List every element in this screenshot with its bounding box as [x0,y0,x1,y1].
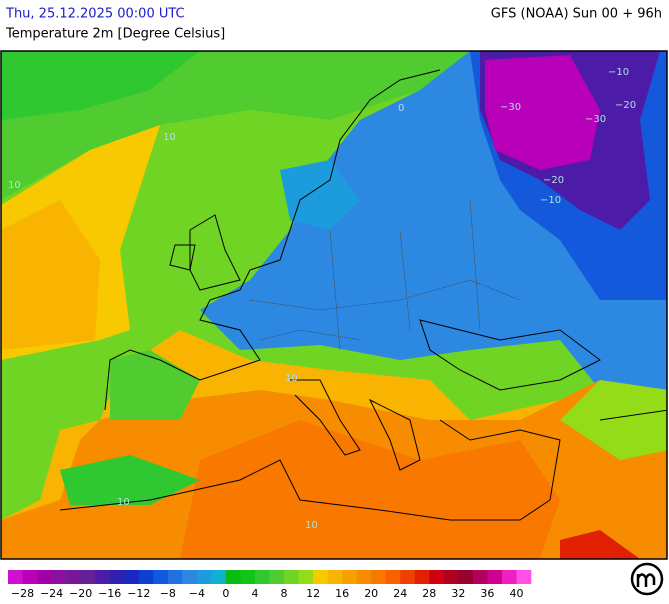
contour-label: 0 [398,103,404,114]
map: −10 −20 −30 −30 −20 −10 10 10 10 10 10 0 [0,50,668,560]
scale-label: −4 [189,587,205,600]
scale-label: 0 [222,587,229,600]
color-swatch [356,570,372,584]
logo-glyph [636,573,656,587]
contour-label: −30 [500,102,521,113]
region [560,530,640,559]
color-swatch [414,570,430,584]
region [180,420,560,559]
color-swatch [298,570,314,584]
scale-label: 8 [281,587,288,600]
map-frame [0,50,668,560]
color-swatch [501,570,517,584]
color-swatch [66,570,81,584]
coastline [59,69,667,521]
contour-label: −30 [585,114,606,125]
region [1,51,200,120]
parameter: Temperature 2m [Degree Celsius] [5,27,225,42]
model-run: GFS (NOAA) Sun 00 + 96h [491,7,662,22]
color-swatch [458,570,474,584]
region [60,455,200,505]
color-swatch [385,570,401,584]
color-swatch [37,570,52,584]
color-swatch [269,570,285,584]
color-swatch [80,570,96,584]
color-swatch [487,570,503,584]
contour-label: 10 [117,497,130,508]
color-swatch [327,570,343,584]
color-swatch [95,570,110,584]
color-swatch [22,570,38,584]
scale-label: 24 [393,587,407,600]
region [280,160,360,230]
region [110,350,200,420]
contour-labels: −10 −20 −30 −30 −20 −10 10 10 10 10 10 0 [8,67,636,531]
color-swatch [240,570,256,584]
color-swatch [153,570,169,584]
color-swatch [254,570,270,584]
color-swatch [400,570,416,584]
color-swatch [342,570,357,584]
scale-label: 28 [422,587,436,600]
region [485,55,600,170]
contour-label: 10 [285,373,298,384]
contour-label: 10 [305,520,318,531]
contour-label: −20 [543,175,564,186]
color-swatch [211,570,227,584]
color-swatch [225,570,241,584]
scale-label: 32 [451,587,465,600]
color-swatch [167,570,183,584]
scale-label: −24 [40,587,63,600]
color-swatch [429,570,445,584]
color-swatch [196,570,212,584]
logo [630,562,664,596]
scale-label: −12 [127,587,150,600]
scale-label: −8 [160,587,176,600]
scale-label: −20 [69,587,92,600]
scale-label: −28 [11,587,34,600]
color-swatch [8,570,23,584]
contour-label: −10 [608,67,629,78]
scale-label: −16 [98,587,121,600]
region [560,380,667,460]
color-scale: −28 −24 −20 −16 −12 −8 −4 0 4 8 12 16 20 24 28 32 36 40 [8,570,532,600]
scale-label: 40 [509,587,523,600]
contour-label: −10 [540,195,561,206]
color-swatch [371,570,387,584]
color-swatch [124,570,140,584]
color-swatch [51,570,67,584]
scale-label: 4 [251,587,258,600]
datetime: Thu, 25.12.2025 00:00 UTC [5,7,185,22]
color-swatch [284,570,299,584]
color-swatch [472,570,488,584]
contour-label: −20 [615,100,636,111]
color-swatch [138,570,154,584]
color-swatch [109,570,125,584]
scale-label: 20 [364,587,378,600]
color-swatch [516,570,532,584]
color-swatch [182,570,198,584]
color-swatch [443,570,459,584]
color-swatch [313,570,328,584]
scale-label: 12 [306,587,320,600]
borders [249,199,521,351]
contour-label: 10 [8,180,21,191]
scale-label: 16 [335,587,349,600]
contour-label: 10 [163,132,176,143]
scale-label: 36 [480,587,494,600]
region [1,200,100,350]
